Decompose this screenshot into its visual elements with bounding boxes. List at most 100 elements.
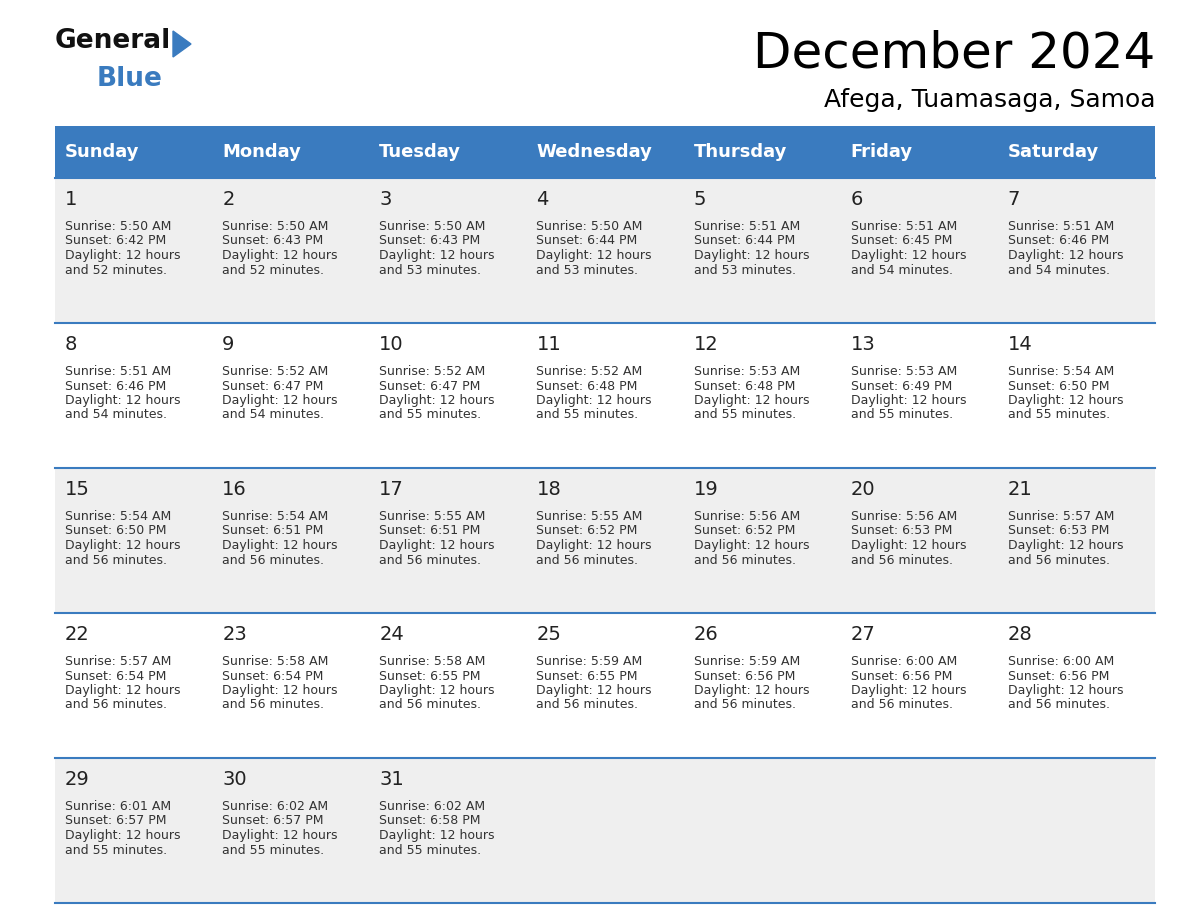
Text: and 55 minutes.: and 55 minutes. (222, 844, 324, 856)
Text: Daylight: 12 hours: Daylight: 12 hours (851, 394, 966, 407)
Text: 26: 26 (694, 625, 719, 644)
Text: 28: 28 (1007, 625, 1032, 644)
Text: Sunset: 6:48 PM: Sunset: 6:48 PM (537, 379, 638, 393)
Text: and 55 minutes.: and 55 minutes. (537, 409, 639, 421)
Text: Sunrise: 5:55 AM: Sunrise: 5:55 AM (379, 510, 486, 523)
Text: Sunset: 6:53 PM: Sunset: 6:53 PM (851, 524, 952, 538)
Text: Friday: Friday (851, 143, 912, 161)
Text: Sunrise: 5:52 AM: Sunrise: 5:52 AM (222, 365, 328, 378)
Text: and 53 minutes.: and 53 minutes. (379, 263, 481, 276)
Text: Sunset: 6:52 PM: Sunset: 6:52 PM (694, 524, 795, 538)
Text: Daylight: 12 hours: Daylight: 12 hours (537, 684, 652, 697)
Text: Sunset: 6:49 PM: Sunset: 6:49 PM (851, 379, 952, 393)
Text: and 55 minutes.: and 55 minutes. (65, 844, 168, 856)
Text: and 56 minutes.: and 56 minutes. (537, 699, 638, 711)
Text: 24: 24 (379, 625, 404, 644)
Text: and 56 minutes.: and 56 minutes. (222, 699, 324, 711)
Bar (55, 178, 1155, 323)
Text: Sunset: 6:50 PM: Sunset: 6:50 PM (1007, 379, 1110, 393)
Bar (55, 126, 1155, 178)
Text: and 55 minutes.: and 55 minutes. (1007, 409, 1110, 421)
Text: and 56 minutes.: and 56 minutes. (1007, 554, 1110, 566)
Text: Daylight: 12 hours: Daylight: 12 hours (65, 394, 181, 407)
Text: 18: 18 (537, 480, 561, 499)
Text: Sunset: 6:58 PM: Sunset: 6:58 PM (379, 814, 481, 827)
Text: and 56 minutes.: and 56 minutes. (694, 699, 796, 711)
Text: Daylight: 12 hours: Daylight: 12 hours (65, 684, 181, 697)
Text: Daylight: 12 hours: Daylight: 12 hours (694, 684, 809, 697)
Text: Sunrise: 5:57 AM: Sunrise: 5:57 AM (1007, 510, 1114, 523)
Text: and 56 minutes.: and 56 minutes. (65, 699, 168, 711)
Text: and 56 minutes.: and 56 minutes. (694, 554, 796, 566)
Text: Sunset: 6:45 PM: Sunset: 6:45 PM (851, 234, 952, 248)
Bar (55, 468, 1155, 613)
Text: 16: 16 (222, 480, 247, 499)
Text: Daylight: 12 hours: Daylight: 12 hours (379, 539, 494, 552)
Text: Sunrise: 5:54 AM: Sunrise: 5:54 AM (222, 510, 328, 523)
Text: Sunset: 6:43 PM: Sunset: 6:43 PM (222, 234, 323, 248)
Text: Daylight: 12 hours: Daylight: 12 hours (222, 684, 337, 697)
Text: Sunrise: 6:00 AM: Sunrise: 6:00 AM (851, 655, 958, 668)
Text: Daylight: 12 hours: Daylight: 12 hours (1007, 684, 1124, 697)
Text: Sunset: 6:42 PM: Sunset: 6:42 PM (65, 234, 166, 248)
Text: Sunset: 6:54 PM: Sunset: 6:54 PM (65, 669, 166, 682)
Text: Daylight: 12 hours: Daylight: 12 hours (694, 394, 809, 407)
Polygon shape (173, 31, 191, 57)
Text: and 52 minutes.: and 52 minutes. (65, 263, 168, 276)
Text: Daylight: 12 hours: Daylight: 12 hours (694, 539, 809, 552)
Text: 8: 8 (65, 335, 77, 354)
Text: Daylight: 12 hours: Daylight: 12 hours (222, 394, 337, 407)
Bar (55, 613, 1155, 758)
Text: 31: 31 (379, 770, 404, 789)
Text: Sunrise: 5:51 AM: Sunrise: 5:51 AM (851, 220, 958, 233)
Text: 27: 27 (851, 625, 876, 644)
Text: Sunset: 6:44 PM: Sunset: 6:44 PM (537, 234, 638, 248)
Text: 4: 4 (537, 190, 549, 209)
Text: 12: 12 (694, 335, 719, 354)
Text: Daylight: 12 hours: Daylight: 12 hours (222, 829, 337, 842)
Text: Sunrise: 6:01 AM: Sunrise: 6:01 AM (65, 800, 171, 813)
Text: and 52 minutes.: and 52 minutes. (222, 263, 324, 276)
Text: Daylight: 12 hours: Daylight: 12 hours (379, 829, 494, 842)
Text: and 56 minutes.: and 56 minutes. (537, 554, 638, 566)
Text: 9: 9 (222, 335, 234, 354)
Text: Sunrise: 5:58 AM: Sunrise: 5:58 AM (222, 655, 329, 668)
Text: 17: 17 (379, 480, 404, 499)
Text: and 54 minutes.: and 54 minutes. (1007, 263, 1110, 276)
Text: and 56 minutes.: and 56 minutes. (222, 554, 324, 566)
Text: and 54 minutes.: and 54 minutes. (851, 263, 953, 276)
Text: 13: 13 (851, 335, 876, 354)
Text: Sunset: 6:56 PM: Sunset: 6:56 PM (1007, 669, 1110, 682)
Text: Sunrise: 5:52 AM: Sunrise: 5:52 AM (379, 365, 486, 378)
Text: Daylight: 12 hours: Daylight: 12 hours (65, 829, 181, 842)
Text: Tuesday: Tuesday (379, 143, 461, 161)
Text: Sunrise: 5:55 AM: Sunrise: 5:55 AM (537, 510, 643, 523)
Text: Daylight: 12 hours: Daylight: 12 hours (379, 684, 494, 697)
Text: 29: 29 (65, 770, 90, 789)
Text: Sunset: 6:44 PM: Sunset: 6:44 PM (694, 234, 795, 248)
Text: and 55 minutes.: and 55 minutes. (379, 844, 481, 856)
Text: 20: 20 (851, 480, 876, 499)
Text: 15: 15 (65, 480, 90, 499)
Text: Monday: Monday (222, 143, 301, 161)
Text: Daylight: 12 hours: Daylight: 12 hours (222, 249, 337, 262)
Text: Sunrise: 5:59 AM: Sunrise: 5:59 AM (694, 655, 800, 668)
Text: Sunrise: 5:51 AM: Sunrise: 5:51 AM (694, 220, 800, 233)
Text: 3: 3 (379, 190, 392, 209)
Text: General: General (55, 28, 171, 54)
Text: 2: 2 (222, 190, 234, 209)
Text: Sunset: 6:56 PM: Sunset: 6:56 PM (851, 669, 952, 682)
Text: 22: 22 (65, 625, 90, 644)
Text: 11: 11 (537, 335, 561, 354)
Text: 10: 10 (379, 335, 404, 354)
Text: Daylight: 12 hours: Daylight: 12 hours (65, 539, 181, 552)
Text: Daylight: 12 hours: Daylight: 12 hours (1007, 249, 1124, 262)
Text: and 56 minutes.: and 56 minutes. (1007, 699, 1110, 711)
Text: Sunrise: 5:53 AM: Sunrise: 5:53 AM (694, 365, 800, 378)
Text: Sunrise: 5:54 AM: Sunrise: 5:54 AM (65, 510, 171, 523)
Text: Sunrise: 6:00 AM: Sunrise: 6:00 AM (1007, 655, 1114, 668)
Text: and 55 minutes.: and 55 minutes. (379, 409, 481, 421)
Text: 23: 23 (222, 625, 247, 644)
Text: Sunrise: 5:52 AM: Sunrise: 5:52 AM (537, 365, 643, 378)
Text: Sunset: 6:57 PM: Sunset: 6:57 PM (222, 814, 323, 827)
